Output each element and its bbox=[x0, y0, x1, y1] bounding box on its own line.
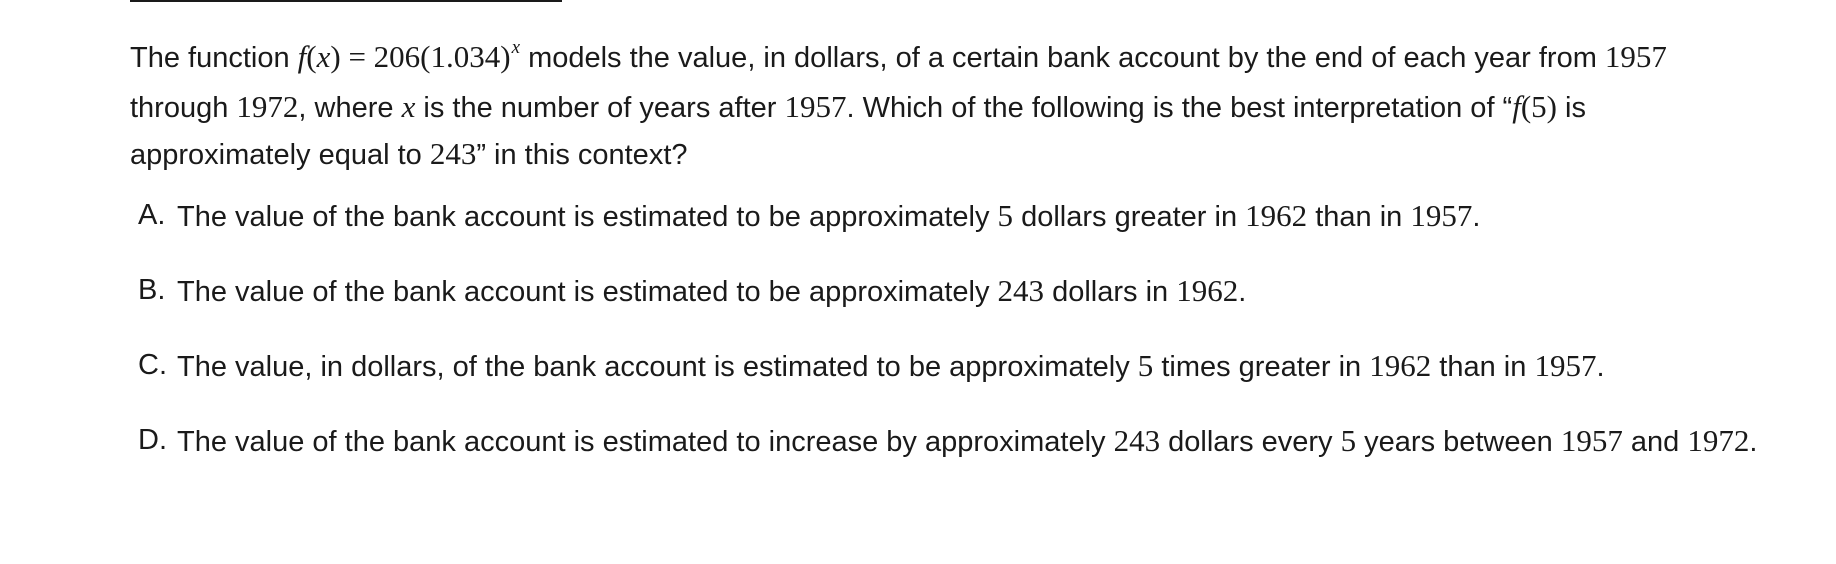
option-math: 1962 bbox=[1245, 198, 1308, 233]
option-letter: D. bbox=[138, 424, 167, 456]
option-text: years between bbox=[1356, 426, 1561, 458]
value-243: 243 bbox=[429, 136, 477, 171]
function-expression: f(x) = 206(1.034)x bbox=[297, 37, 521, 74]
option-text: and bbox=[1622, 426, 1688, 458]
year-1957: 1957 bbox=[784, 89, 847, 124]
question-text-segment: ” in this context? bbox=[476, 139, 688, 171]
function-variable: x bbox=[316, 39, 331, 74]
answer-options: A. The value of the bank account is estim… bbox=[138, 193, 1778, 465]
option-text: The value of the bank account is estimat… bbox=[177, 201, 998, 233]
function-name: f bbox=[1512, 89, 1521, 124]
function-exponent: x bbox=[511, 37, 521, 58]
option-math: 5 bbox=[1137, 348, 1154, 383]
answer-option-a[interactable]: A. The value of the bank account is estim… bbox=[138, 193, 1778, 240]
question-text-segment: is approximately equal to bbox=[130, 92, 1586, 171]
option-text: dollars every bbox=[1160, 426, 1341, 458]
option-text: times greater in bbox=[1153, 351, 1370, 383]
option-letter: B. bbox=[138, 274, 166, 306]
option-math: 1957 bbox=[1410, 198, 1473, 233]
option-math: 1962 bbox=[1176, 273, 1239, 308]
option-text: The value of the bank account is estimat… bbox=[177, 426, 1114, 458]
option-math: 1962 bbox=[1369, 348, 1432, 383]
top-divider bbox=[130, 0, 562, 2]
variable-x: x bbox=[401, 89, 416, 124]
answer-option-c[interactable]: C. The value, in dollars, of the bank acc… bbox=[138, 343, 1778, 390]
function-paren: ( bbox=[306, 39, 317, 74]
option-text: . bbox=[1472, 201, 1481, 233]
option-math: 243 bbox=[1113, 423, 1161, 458]
question-text-segment: The function bbox=[130, 42, 298, 74]
option-text: The value, in dollars, of the bank accou… bbox=[177, 351, 1138, 383]
year-1972: 1972 bbox=[236, 89, 299, 124]
question-text-segment: through bbox=[130, 92, 237, 124]
question-text-segment: , where bbox=[298, 92, 402, 124]
option-text: . bbox=[1238, 276, 1247, 308]
option-math: 5 bbox=[997, 198, 1014, 233]
year-1957: 1957 bbox=[1604, 39, 1667, 74]
option-math: 1972 bbox=[1687, 423, 1750, 458]
option-text: than in bbox=[1307, 201, 1411, 233]
function-name: f bbox=[297, 39, 307, 74]
answer-option-b[interactable]: B. The value of the bank account is estim… bbox=[138, 268, 1778, 315]
question-text-segment: . Which of the following is the best int… bbox=[846, 92, 1513, 124]
option-text: dollars in bbox=[1044, 276, 1177, 308]
question-text: The function f(x) = 206(1.034)x models t… bbox=[130, 34, 1730, 178]
question-text-segment: models the value, in dollars, of a certa… bbox=[520, 42, 1605, 74]
question-text-segment: is the number of years after bbox=[415, 92, 785, 124]
option-letter: C. bbox=[138, 349, 167, 381]
answer-option-d[interactable]: D. The value of the bank account is estim… bbox=[138, 418, 1778, 465]
option-math: 1957 bbox=[1534, 348, 1597, 383]
option-text: dollars greater in bbox=[1013, 201, 1246, 233]
function-body: ) = 206(1.034) bbox=[330, 39, 511, 74]
function-argument: (5) bbox=[1520, 89, 1557, 124]
option-text: . bbox=[1749, 426, 1758, 458]
option-math: 243 bbox=[997, 273, 1045, 308]
option-letter: A. bbox=[138, 199, 166, 231]
option-text: than in bbox=[1431, 351, 1535, 383]
option-text: The value of the bank account is estimat… bbox=[177, 276, 998, 308]
option-text: . bbox=[1596, 351, 1605, 383]
option-math: 5 bbox=[1340, 423, 1357, 458]
option-math: 1957 bbox=[1560, 423, 1623, 458]
